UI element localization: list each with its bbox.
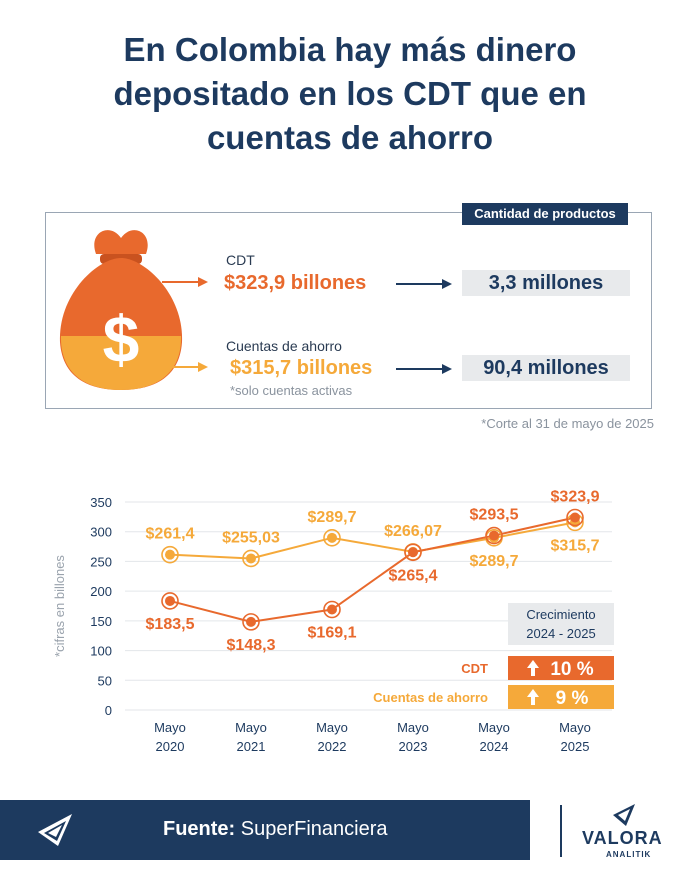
data-label: $169,1 (308, 625, 357, 642)
ahorro-note: *solo cuentas activas (230, 383, 353, 398)
data-point-ring (242, 613, 260, 631)
data-label: $289,7 (308, 509, 357, 526)
growth-value: 9 % (556, 688, 589, 709)
growth-value-box (508, 685, 614, 709)
cdt-amount: $323,9 billones (224, 272, 367, 294)
svg-text:$: $ (103, 302, 140, 376)
footer-bar (0, 800, 530, 860)
summary-box (45, 212, 652, 409)
footer-divider (560, 805, 562, 857)
y-axis-label: *cifras en billones (52, 555, 67, 657)
data-point (408, 547, 418, 558)
cutoff-note: *Corte al 31 de mayo de 2025 (481, 416, 654, 431)
arrow-icon (396, 364, 452, 374)
x-tick-label: Mayo (397, 720, 429, 735)
growth-title-box (508, 603, 614, 645)
x-tick-label: 2021 (237, 739, 266, 754)
data-label: $148,3 (227, 637, 276, 654)
x-tick-label: Mayo (559, 720, 591, 735)
valora-brand-icon (613, 804, 635, 826)
valora-logo-icon (38, 814, 72, 846)
x-tick-label: Mayo (316, 720, 348, 735)
x-tick-label: Mayo (154, 720, 186, 735)
data-label: $183,5 (146, 616, 195, 633)
data-point (246, 616, 256, 627)
data-point (489, 530, 499, 541)
series-line (169, 521, 576, 560)
x-tick-label: 2025 (561, 739, 590, 754)
title-line-1: En Colombia hay más dinero (123, 31, 577, 68)
brand-subtitle: ANALITIK (606, 850, 652, 859)
data-point (327, 532, 337, 543)
data-point (327, 604, 337, 615)
arrow-icon (396, 279, 452, 289)
data-point-ring (161, 545, 179, 564)
up-arrow-icon (527, 660, 539, 668)
arrow-icon (162, 277, 208, 287)
y-tick-label: 0 (105, 703, 112, 718)
data-point (246, 553, 256, 564)
growth-label: CDT (461, 661, 488, 676)
money-bag-icon: $ (59, 230, 183, 390)
source-label: Fuente: (163, 818, 236, 840)
up-arrow-icon (531, 696, 535, 705)
page-title: En Colombia hay más dinero depositado en… (0, 28, 700, 160)
data-label: $315,7 (551, 537, 600, 554)
data-point-ring (485, 526, 503, 545)
y-tick-label: 200 (90, 584, 112, 599)
growth-title-line-1: Crecimiento (526, 607, 595, 622)
growth-value: 10 % (550, 659, 593, 680)
ahorro-products: 90,4 millones (462, 355, 630, 381)
data-point (570, 512, 580, 523)
y-tick-label: 50 (98, 673, 112, 688)
y-tick-label: 250 (90, 554, 112, 569)
up-arrow-icon (531, 667, 535, 676)
title-line-3: cuentas de ahorro (206, 119, 494, 156)
data-point (165, 595, 175, 606)
data-label: $266,07 (384, 523, 442, 540)
data-label: $289,7 (470, 553, 519, 570)
ahorro-amount: $315,7 billones (230, 357, 373, 379)
y-tick-label: 300 (90, 525, 112, 540)
data-label: $265,4 (389, 567, 438, 584)
x-tick-label: 2024 (480, 739, 509, 754)
data-label: $261,4 (146, 526, 195, 543)
x-tick-label: 2020 (156, 739, 185, 754)
x-tick-label: 2022 (318, 739, 347, 754)
growth-title-line-2: 2024 - 2025 (526, 626, 595, 641)
brand-name: VALORA (582, 828, 663, 848)
source-text: Fuente: SuperFinanciera (163, 818, 388, 841)
products-header: Cantidad de productos (462, 203, 628, 225)
y-tick-label: 150 (90, 614, 112, 629)
source-name: SuperFinanciera (240, 818, 388, 840)
data-point-ring (404, 543, 422, 562)
x-tick-label: Mayo (235, 720, 267, 735)
data-point-ring (323, 600, 341, 619)
data-point (165, 549, 175, 560)
up-arrow-icon (527, 689, 539, 697)
cdt-products: 3,3 millones (462, 270, 630, 296)
data-point-ring (242, 549, 260, 568)
data-label: $323,9 (551, 489, 600, 506)
x-tick-label: Mayo (478, 720, 510, 735)
y-tick-label: 350 (90, 495, 112, 510)
y-tick-label: 100 (90, 644, 112, 659)
cdt-label: CDT (226, 252, 255, 268)
title-line-2: depositado en los CDT que en (113, 75, 587, 112)
arrow-icon (162, 362, 208, 372)
x-tick-label: 2023 (399, 739, 428, 754)
line-chart: 0 50 100 150 200 250 300 350 *cifras en billones… (52, 489, 614, 754)
data-label: $293,5 (470, 507, 519, 524)
data-point-ring (566, 508, 584, 527)
data-label: $255,03 (222, 529, 280, 546)
ahorro-label: Cuentas de ahorro (226, 338, 342, 354)
growth-label: Cuentas de ahorro (373, 690, 488, 705)
series-line (169, 516, 576, 623)
data-point-ring (323, 529, 341, 547)
growth-value-box (508, 656, 614, 680)
data-point-ring (161, 592, 179, 610)
